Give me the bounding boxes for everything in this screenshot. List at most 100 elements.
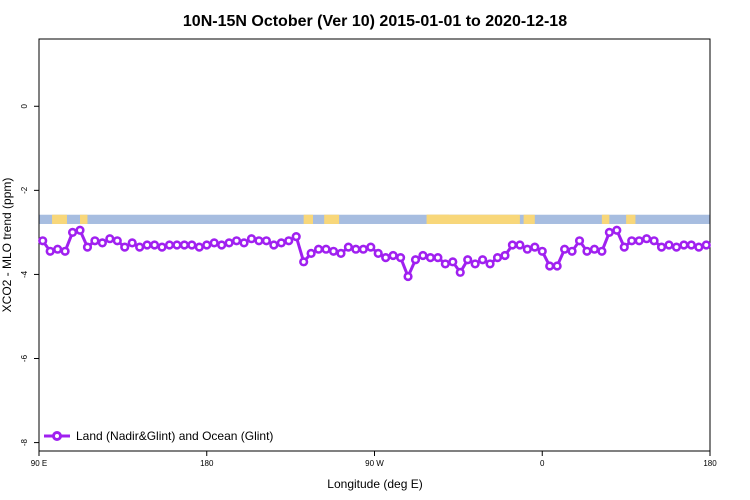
x-tick-label: 180 (200, 459, 214, 468)
data-point (425, 253, 436, 263)
data-point (135, 242, 145, 252)
data-point (366, 242, 376, 252)
ocean-band (39, 214, 710, 224)
data-point (515, 240, 525, 250)
data-point (90, 236, 100, 246)
data-point (179, 240, 189, 250)
y-tick-label: -2 (20, 186, 29, 194)
data-point (649, 236, 659, 246)
data-point (448, 257, 458, 267)
data-point (194, 242, 204, 252)
data-point (612, 225, 622, 235)
data-point (306, 248, 316, 259)
data-point (328, 246, 339, 256)
y-tick-label: -6 (20, 354, 29, 362)
data-point (686, 240, 696, 250)
data-point (694, 242, 704, 252)
x-axis: 90 E 180 90 W 0 180 (31, 451, 717, 468)
data-point (701, 240, 711, 250)
data-point (120, 242, 130, 252)
data-point (164, 240, 175, 250)
data-point (209, 238, 219, 248)
land-segment (601, 214, 610, 224)
data-point (217, 240, 227, 250)
data-point (388, 250, 398, 261)
y-tick-label: -4 (20, 270, 29, 278)
data-point (671, 242, 682, 252)
data-point (224, 238, 234, 248)
data-point (321, 244, 331, 254)
data-point (38, 236, 48, 246)
data-point (679, 240, 689, 250)
data-point (470, 259, 480, 269)
land-segment (303, 214, 313, 224)
data-point (284, 236, 294, 246)
data-point (149, 240, 160, 250)
data-point (299, 257, 309, 267)
data-point (597, 246, 607, 256)
data-point (239, 238, 249, 248)
data-point (373, 248, 383, 259)
data-point (313, 244, 324, 254)
data-point (82, 242, 93, 252)
data-point (231, 236, 242, 246)
data-point (642, 234, 652, 244)
land-segment (626, 214, 636, 224)
data-point (478, 255, 488, 265)
data-point (127, 238, 137, 248)
data-point (254, 236, 264, 246)
data-point (261, 236, 271, 246)
data-point (60, 246, 70, 256)
data-point (410, 255, 421, 265)
land-segment (426, 214, 450, 224)
data-point (589, 244, 600, 254)
legend: Land (Nadir&Glint) and Ocean (Glint) (44, 429, 273, 443)
data-point (463, 255, 473, 265)
chart-title: 10N-15N October (Ver 10) 2015-01-01 to 2… (183, 13, 567, 30)
data-point (291, 231, 301, 242)
data-point (97, 238, 107, 248)
data-point (105, 234, 115, 244)
data-point (358, 244, 368, 254)
data-point (500, 250, 510, 261)
y-axis: 0 -2 -4 -6 -8 (20, 103, 39, 446)
land-segment (52, 214, 67, 224)
x-tick-label: 0 (540, 459, 545, 468)
data-point (433, 253, 443, 263)
land-segment (80, 214, 88, 224)
data-point (634, 236, 644, 246)
land-segment (523, 214, 535, 224)
data-point (381, 253, 391, 263)
data-point (172, 240, 182, 250)
y-tick-label: 0 (20, 103, 29, 108)
data-point (202, 240, 212, 250)
data-point (187, 240, 197, 250)
data-point (627, 236, 637, 246)
data-point (269, 240, 279, 250)
land-mask-band (39, 214, 710, 224)
x-tick-label: 90 E (31, 459, 47, 468)
data-point (45, 246, 55, 256)
data-point (395, 253, 406, 263)
data-point (67, 227, 78, 237)
data-point (545, 261, 555, 271)
data-point (336, 248, 346, 259)
land-segment (426, 214, 520, 224)
data-point (440, 259, 450, 269)
data-point (619, 242, 629, 252)
data-point (522, 244, 532, 254)
data-point (485, 259, 495, 269)
series-layer (38, 225, 711, 282)
land-segment (324, 214, 340, 224)
data-point (582, 246, 592, 256)
data-point (604, 227, 614, 237)
legend-entry-label: Land (Nadir&Glint) and Ocean (Glint) (76, 429, 273, 443)
data-point (351, 244, 361, 254)
x-tick-label: 180 (703, 459, 717, 468)
data-point (142, 240, 152, 250)
data-point (656, 242, 667, 252)
data-point (75, 225, 85, 235)
data-point (53, 244, 63, 254)
data-point (246, 234, 257, 244)
